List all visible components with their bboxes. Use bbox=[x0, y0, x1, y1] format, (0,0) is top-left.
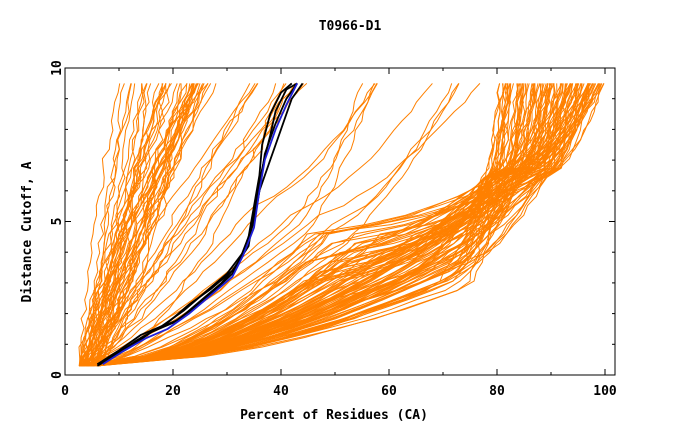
orange-curve-right-bulk bbox=[83, 83, 551, 367]
orange-curve-right-bulk bbox=[82, 83, 555, 367]
orange-curve-mid-wide bbox=[90, 83, 460, 367]
x-tick-label: 40 bbox=[273, 384, 289, 399]
orange-curve-right-bulk bbox=[90, 83, 536, 367]
orange-curve-steep-left bbox=[85, 83, 167, 366]
orange-curve-mid-wide bbox=[80, 83, 481, 367]
orange-curve-steep-left bbox=[83, 83, 163, 366]
orange-curve-mid-wide bbox=[88, 83, 453, 367]
orange-curve-mid-orange bbox=[87, 83, 277, 367]
orange-curve-right-bulk bbox=[86, 83, 519, 367]
orange-curve-right-bulk bbox=[95, 83, 568, 367]
orange-curve-right-bulk bbox=[98, 83, 563, 367]
chart-title: T0966-D1 bbox=[319, 19, 382, 34]
orange-curve-steep-left bbox=[79, 83, 121, 366]
x-axis-label: Percent of Residues (CA) bbox=[240, 408, 428, 423]
y-tick-label: 10 bbox=[50, 60, 65, 76]
series-blue-1 bbox=[102, 82, 299, 366]
orange-curve-right-bulk bbox=[98, 83, 572, 367]
orange-curve-right-bulk bbox=[78, 83, 527, 367]
orange-curve-steep-left bbox=[84, 83, 201, 366]
orange-curve-right-bulk bbox=[99, 83, 528, 367]
orange-curve-steep-left bbox=[79, 83, 125, 366]
orange-curve-mid-orange bbox=[79, 83, 296, 367]
y-axis-ticks: 0 5 10 bbox=[50, 60, 615, 379]
y-tick-label: 0 bbox=[50, 371, 65, 379]
orange-curve-mid-wide bbox=[99, 83, 375, 367]
orange-curve-steep-left bbox=[92, 83, 167, 366]
orange-curve-right-bulk bbox=[92, 83, 583, 367]
orange-curve-mid-orange bbox=[94, 83, 251, 367]
x-tick-label: 100 bbox=[593, 384, 617, 399]
series-black-1 bbox=[96, 82, 298, 366]
orange-curve-right-bulk bbox=[91, 83, 582, 367]
orange-curve-mid-orange bbox=[94, 83, 258, 367]
orange-series-group bbox=[78, 83, 605, 367]
orange-curve-steep-left bbox=[78, 83, 197, 366]
orange-curve-right-bulk bbox=[97, 83, 535, 367]
orange-curve-mid-wide bbox=[82, 83, 433, 367]
y-tick-label: 5 bbox=[50, 218, 65, 226]
y-axis-label: Distance Cutoff, A bbox=[20, 161, 35, 302]
orange-curve-steep-left bbox=[87, 83, 209, 366]
orange-curve-steep-left bbox=[95, 83, 143, 366]
orange-curve-right-bulk bbox=[98, 83, 594, 367]
orange-curve-right-bulk bbox=[89, 83, 507, 367]
x-tick-label: 60 bbox=[381, 384, 397, 399]
orange-curve-right-bulk bbox=[87, 83, 552, 367]
orange-curve-right-bulk bbox=[99, 83, 514, 367]
x-tick-label: 0 bbox=[61, 384, 69, 399]
orange-curve-right-bulk bbox=[93, 83, 585, 367]
orange-curve-right-bulk bbox=[90, 83, 509, 367]
orange-curve-right-bulk bbox=[95, 83, 549, 367]
orange-curve-steep-left bbox=[78, 83, 136, 366]
orange-curve-mid-wide bbox=[80, 83, 378, 367]
orange-curve-mid-wide bbox=[84, 83, 376, 367]
orange-curve-mid-orange bbox=[99, 83, 259, 367]
orange-curve-steep-left bbox=[90, 83, 132, 366]
orange-curve-steep-left bbox=[88, 83, 171, 367]
orange-curve-mid-orange bbox=[83, 83, 297, 367]
x-tick-label: 80 bbox=[489, 384, 505, 399]
orange-curve-mid-orange bbox=[81, 83, 256, 367]
orange-curve-right-bulk bbox=[98, 83, 533, 367]
orange-curve-right-bulk bbox=[86, 83, 594, 367]
orange-curve-right-bulk bbox=[86, 83, 603, 367]
orange-curve-right-bulk bbox=[88, 83, 592, 367]
x-tick-label: 20 bbox=[165, 384, 181, 399]
orange-curve-steep-left bbox=[92, 83, 198, 366]
orange-curve-steep-left bbox=[91, 83, 164, 366]
series-black-4 bbox=[96, 82, 298, 366]
orange-curve-mid-orange bbox=[95, 83, 308, 366]
orange-curve-right-bulk bbox=[81, 83, 571, 367]
orange-curve-right-bulk bbox=[83, 83, 522, 367]
orange-curve-right-bulk bbox=[99, 83, 535, 367]
orange-curve-right-bulk bbox=[86, 83, 605, 367]
highlight-series-group bbox=[96, 82, 304, 367]
x-axis-ticks: 0 20 40 60 80 100 bbox=[61, 68, 617, 399]
orange-curve-right-bulk bbox=[78, 83, 556, 367]
